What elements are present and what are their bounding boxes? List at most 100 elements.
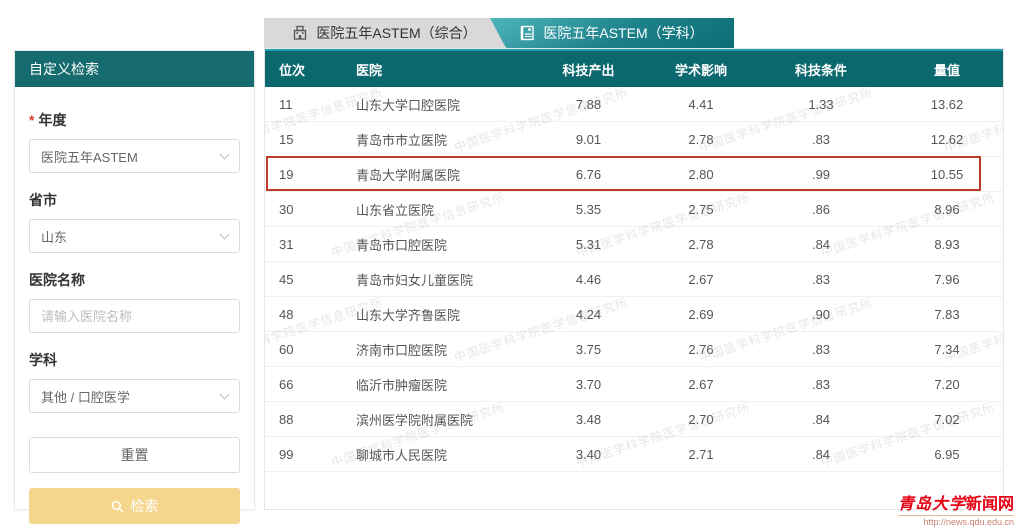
cell-hospital: 济南市口腔医院 (356, 342, 448, 358)
cell-output: 4.46 (575, 271, 602, 287)
tab-label: 医院五年ASTEM（综合） (316, 25, 477, 41)
tab-label: 医院五年ASTEM（学科） (543, 25, 704, 41)
cell-rank: 60 (279, 341, 294, 357)
cell-impact: 4.41 (688, 96, 714, 112)
cell-rank: 48 (279, 306, 294, 322)
chevron-down-icon (219, 229, 230, 240)
cell-hospital: 青岛大学附属医院 (356, 167, 461, 183)
subject-select[interactable]: 其他 / 口腔医学 (29, 379, 240, 413)
cell-hospital: 临沂市肿瘤医院 (356, 377, 448, 393)
cell-impact: 2.67 (688, 376, 714, 392)
cell-value: 8.93 (934, 236, 960, 252)
hospital-name-input-box (29, 299, 240, 333)
site-logo-title: 青岛大学新闻网 (898, 490, 1014, 514)
cell-condition: .84 (811, 411, 831, 427)
cell-hospital: 青岛市口腔医院 (356, 237, 448, 253)
reset-button[interactable]: 重置 (29, 437, 240, 473)
cell-impact: 2.80 (688, 166, 714, 182)
custom-search-panel: 自定义检索 *年度 医院五年ASTEM 省市 山东 医院名称 学科 其他 / 口… (14, 50, 255, 524)
col-header-hospital: 医院 (356, 62, 383, 78)
cell-impact: 2.76 (688, 341, 714, 357)
table-row[interactable]: 31 青岛市口腔医院 5.31 2.78 .84 8.93 (265, 227, 1003, 262)
table-row[interactable]: 99 聊城市人民医院 3.40 2.71 .84 6.95 (265, 437, 1003, 472)
cell-value: 10.55 (930, 166, 964, 182)
chevron-down-icon (219, 149, 230, 160)
province-field-label: 省市 (29, 192, 57, 208)
table-header-row: 位次 医院 科技产出 学术影响 科技条件 量值 (265, 49, 1003, 87)
search-button[interactable]: 检索 (29, 488, 240, 524)
col-header-output: 科技产出 (562, 62, 615, 78)
cell-hospital: 山东大学口腔医院 (356, 97, 461, 113)
cell-impact: 2.70 (688, 411, 714, 427)
table-row[interactable]: 30 山东省立医院 5.35 2.75 .86 8.96 (265, 192, 1003, 227)
cell-output: 3.70 (575, 376, 602, 392)
hospital-name-field-label: 医院名称 (29, 272, 85, 288)
cell-rank: 45 (279, 271, 294, 287)
table-row[interactable]: 45 青岛市妇女儿童医院 4.46 2.67 .83 7.96 (265, 262, 1003, 297)
ranking-table-card: 位次 医院 科技产出 学术影响 科技条件 量值 11 山东大学口腔医院 7.88 4.… (264, 48, 1004, 510)
cell-condition: .83 (811, 131, 831, 147)
year-select-value: 医院五年ASTEM (41, 149, 138, 165)
province-select[interactable]: 山东 (29, 219, 240, 253)
sidebar-title: 自定义检索 (15, 51, 254, 87)
cell-condition: .99 (811, 166, 831, 182)
cell-output: 3.40 (575, 446, 602, 462)
cell-value: 7.34 (934, 341, 960, 357)
cell-hospital: 青岛市妇女儿童医院 (356, 272, 474, 288)
year-select[interactable]: 医院五年ASTEM (29, 139, 240, 173)
cell-output: 3.48 (575, 411, 602, 427)
cell-hospital: 山东省立医院 (356, 202, 435, 218)
hospital-name-input[interactable] (30, 300, 239, 332)
cell-rank: 15 (279, 131, 294, 147)
cell-output: 5.35 (575, 201, 602, 217)
cell-rank: 11 (279, 96, 293, 112)
cell-output: 5.31 (575, 236, 602, 252)
medical-journal-icon (520, 25, 535, 41)
cell-output: 6.76 (575, 166, 602, 182)
site-logo-url: http://news.qdu.edu.cn (897, 515, 1014, 527)
cell-value: 7.83 (934, 306, 960, 322)
col-header-condition: 科技条件 (794, 62, 847, 78)
subject-select-value: 其他 / 口腔医学 (41, 389, 130, 405)
col-header-rank: 位次 (279, 62, 306, 78)
table-row[interactable]: 15 青岛市市立医院 9.01 2.78 .83 12.62 (265, 122, 1003, 157)
col-header-impact: 学术影响 (674, 62, 727, 78)
cell-rank: 99 (279, 446, 294, 462)
cell-condition: .86 (811, 201, 831, 217)
cell-condition: .83 (811, 271, 831, 287)
cell-value: 13.62 (930, 96, 964, 112)
sidebar-body: *年度 医院五年ASTEM 省市 山东 医院名称 学科 其他 / 口腔医学 重置 (15, 87, 254, 532)
search-button-label: 检索 (130, 498, 159, 514)
cell-impact: 2.67 (688, 271, 714, 287)
search-icon (111, 500, 124, 513)
cell-condition: .90 (811, 306, 831, 322)
cell-condition: .84 (811, 236, 831, 252)
cell-rank: 88 (279, 411, 294, 427)
cell-hospital: 聊城市人民医院 (356, 447, 448, 463)
chevron-down-icon (219, 389, 230, 400)
cell-impact: 2.69 (688, 306, 714, 322)
cell-value: 6.95 (934, 446, 960, 462)
table-row[interactable]: 66 临沂市肿瘤医院 3.70 2.67 .83 7.20 (265, 367, 1003, 402)
province-select-value: 山东 (41, 229, 68, 245)
tab-astem-subject[interactable]: 医院五年ASTEM（学科） (490, 18, 734, 48)
table-row[interactable]: 88 滨州医学院附属医院 3.48 2.70 .84 7.02 (265, 402, 1003, 437)
cell-output: 3.75 (575, 341, 602, 357)
table-row[interactable]: 60 济南市口腔医院 3.75 2.76 .83 7.34 (265, 332, 1003, 367)
col-header-value: 量值 (933, 62, 960, 78)
subject-field-label: 学科 (29, 352, 57, 368)
cell-condition: 1.33 (808, 96, 834, 112)
cell-impact: 2.71 (688, 446, 714, 462)
cell-condition: .83 (811, 376, 831, 392)
cell-value: 8.96 (934, 201, 960, 217)
table-row[interactable]: 11 山东大学口腔医院 7.88 4.41 1.33 13.62 (265, 87, 1003, 122)
cell-hospital: 滨州医学院附属医院 (356, 412, 474, 428)
cell-hospital: 山东大学齐鲁医院 (356, 307, 461, 323)
cell-impact: 2.78 (688, 131, 714, 147)
table-row[interactable]: 19 青岛大学附属医院 6.76 2.80 .99 10.55 (265, 156, 1003, 192)
site-logo-rest: 新闻网 (965, 496, 1014, 513)
cell-rank: 66 (279, 376, 294, 392)
table-row[interactable]: 48 山东大学齐鲁医院 4.24 2.69 .90 7.83 (265, 297, 1003, 332)
tab-bar: 医院五年ASTEM（综合） 医院五年ASTEM（学科） (264, 18, 1004, 48)
tab-astem-comprehensive[interactable]: 医院五年ASTEM（综合） (264, 18, 505, 48)
